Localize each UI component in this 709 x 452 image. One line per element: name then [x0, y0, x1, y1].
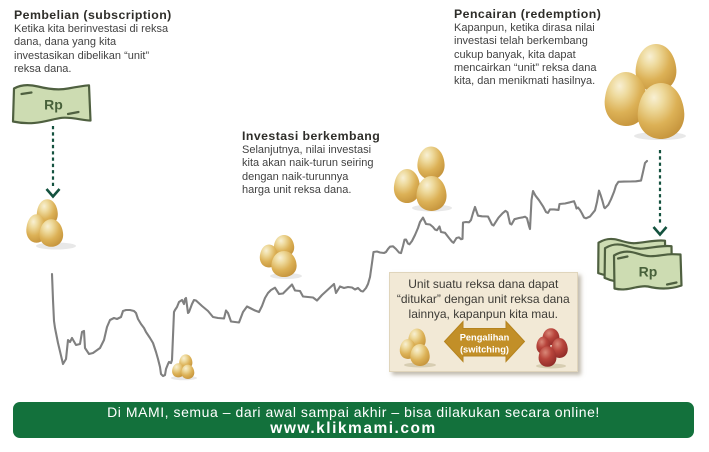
svg-text:Pengalihan: Pengalihan	[460, 333, 510, 343]
svg-text:(switching): (switching)	[460, 345, 509, 355]
svg-text:Rp: Rp	[44, 97, 63, 113]
svg-text:Rp: Rp	[639, 264, 658, 280]
